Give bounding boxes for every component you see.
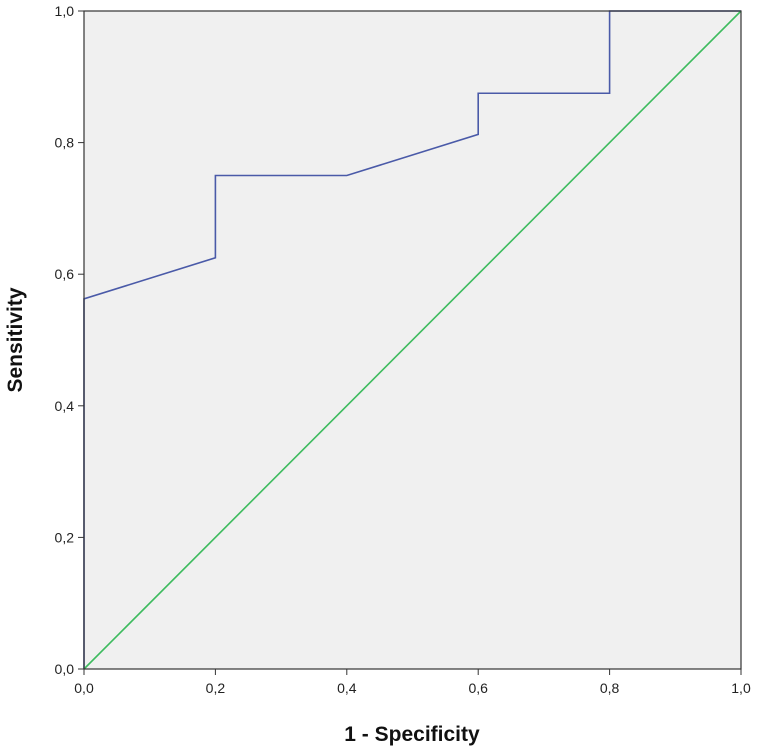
series-line-0: [83, 10, 741, 669]
y-tick-label: 0,8: [55, 135, 75, 151]
x-axis: 0,0 0,2 0,4 0,6 0,8 1,0: [74, 669, 751, 696]
plot-frame: [83, 10, 742, 670]
x-tick-label: 0,8: [600, 680, 620, 696]
series-line-1: [83, 10, 742, 670]
y-tick-label: 0,2: [55, 529, 75, 545]
y-tick-label: 0,0: [55, 661, 75, 677]
y-axis-title: Sensitivity: [4, 287, 27, 392]
y-tick-label: 1,0: [55, 3, 75, 19]
series-layer: [83, 10, 742, 670]
x-tick-label: 0,4: [337, 680, 357, 696]
y-tick-label: 0,4: [55, 398, 75, 414]
x-tick-label: 0,0: [74, 680, 94, 696]
x-tick-label: 0,2: [206, 680, 226, 696]
y-tick-label: 0,6: [55, 266, 75, 282]
x-tick-label: 0,6: [468, 680, 488, 696]
x-tick-label: 1,0: [731, 680, 751, 696]
y-axis: 0,0 0,2 0,4 0,6 0,8 1,0: [55, 3, 84, 677]
x-axis-title: 1 - Specificity: [344, 723, 480, 746]
